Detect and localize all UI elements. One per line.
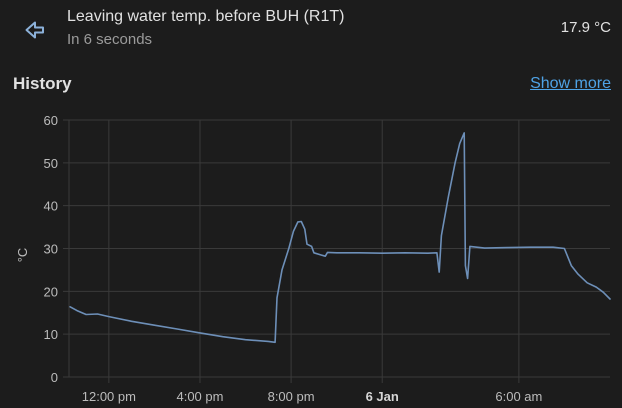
series-line [69, 132, 611, 344]
x-tick-label: 8:00 pm [268, 389, 315, 404]
history-chart[interactable]: 0 10 20 30 40 50 60 12:00 pm 4:00 pm 8:00 pm 6 Ja… [0, 100, 622, 408]
last-changed-text: In 6 seconds [67, 31, 153, 48]
y-axis-label: °C [15, 248, 30, 263]
arrow-left-icon [25, 21, 44, 39]
y-tick-label: 50 [44, 156, 58, 171]
y-tick-label: 0 [51, 370, 58, 385]
y-tick-label: 30 [44, 242, 58, 257]
x-tick-label: 12:00 pm [82, 389, 136, 404]
back-button[interactable] [22, 17, 48, 43]
show-more-link[interactable]: Show more [530, 75, 611, 92]
y-tick-label: 10 [44, 327, 58, 342]
y-tick-label: 40 [44, 199, 58, 214]
x-axis-ticks: 12:00 pm 4:00 pm 8:00 pm 6 Jan 6:00 am [82, 389, 543, 404]
y-tick-label: 20 [44, 284, 58, 299]
x-tick-label: 4:00 pm [176, 389, 223, 404]
x-tick-label: 6 Jan [366, 389, 399, 404]
y-axis-ticks: 0 10 20 30 40 50 60 [44, 113, 58, 385]
more-info-header: Leaving water temp. before BUH (R1T) In … [0, 0, 622, 62]
chart-grid [63, 119, 610, 383]
chart-series [69, 132, 611, 344]
x-tick-label: 6:00 am [495, 389, 542, 404]
history-title: History [13, 74, 72, 93]
y-tick-label: 60 [44, 113, 58, 128]
entity-name: Leaving water temp. before BUH (R1T) [67, 8, 345, 25]
state-value: 17.9 °C [560, 19, 611, 36]
